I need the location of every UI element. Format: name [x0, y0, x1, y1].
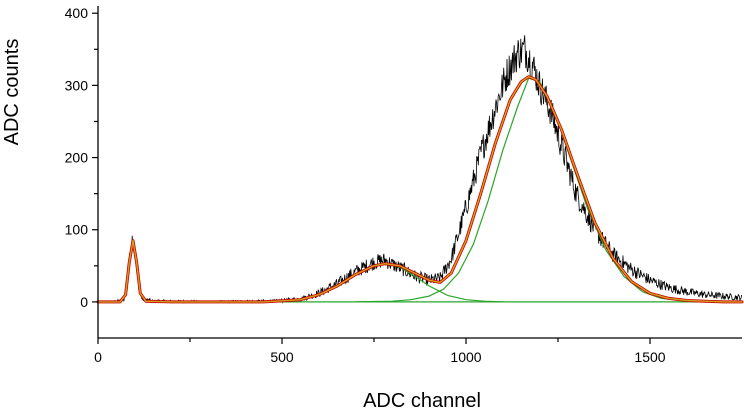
axes-layer — [97, 6, 742, 339]
series-data-histogram — [97, 35, 742, 304]
y-tick-label: 300 — [65, 77, 89, 93]
series-total-fit — [96, 75, 744, 304]
series-fit-component-3 — [355, 77, 725, 303]
x-axis-title: ADC channel — [363, 390, 481, 410]
series-fit-component-2 — [244, 263, 504, 303]
y-tick-label: 0 — [80, 294, 88, 310]
y-axis-title: ADC counts — [1, 39, 23, 146]
series-fit-overlay — [97, 76, 743, 303]
x-tick-label: 1000 — [450, 349, 481, 365]
x-tick-label: 1500 — [634, 349, 665, 365]
x-tick-label: 500 — [270, 349, 294, 365]
series-layer — [96, 35, 744, 304]
x-tick-label: 0 — [94, 349, 102, 365]
ticks-layer: 0 500 1000 1500 0 100 200 300 400 — [65, 5, 666, 365]
y-tick-label: 200 — [65, 150, 89, 166]
y-tick-label: 400 — [65, 5, 89, 21]
y-tick-label: 100 — [65, 222, 89, 238]
